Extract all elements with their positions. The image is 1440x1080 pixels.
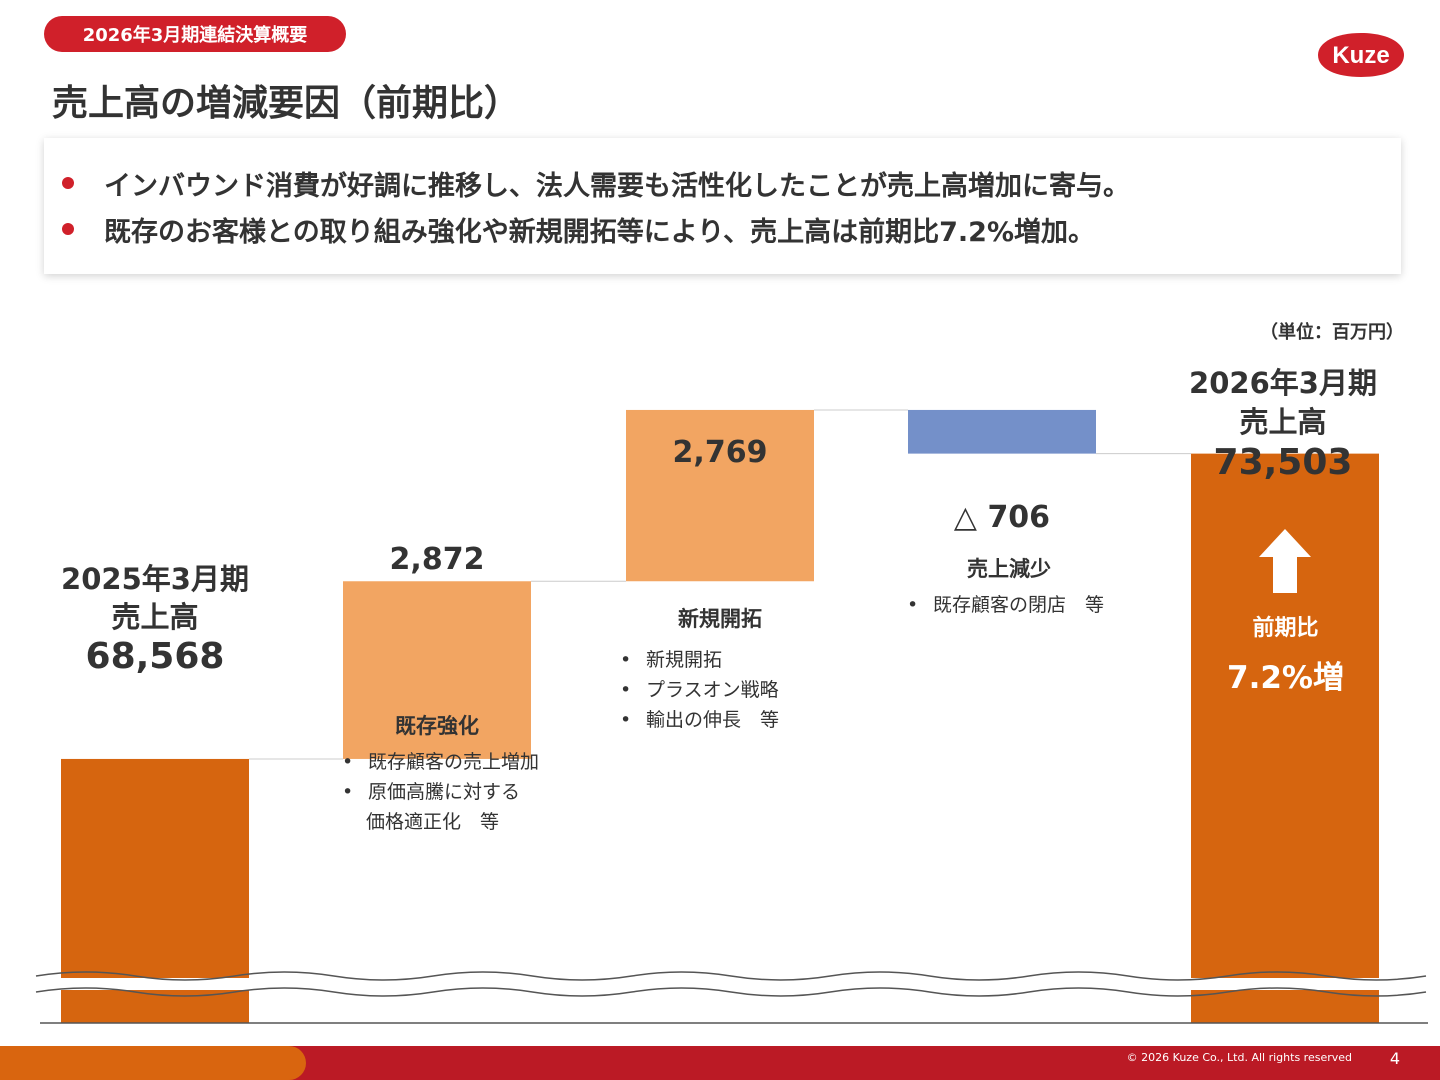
footer-accent bbox=[0, 1046, 306, 1080]
axis-break-line bbox=[35, 971, 1427, 981]
list-item: 原価高騰に対する bbox=[340, 777, 539, 807]
bullet-dot-icon bbox=[62, 177, 74, 189]
page-title: 売上高の増減要因（前期比） bbox=[52, 83, 521, 124]
new-factor-list: 新規開拓 プラスオン戦略 輸出の伸長 等 bbox=[618, 645, 779, 735]
unit-label: （単位：百万円） bbox=[1260, 322, 1404, 343]
growth-value: 7.2%増 bbox=[1227, 660, 1344, 696]
existing-factor-title: 既存強化 bbox=[395, 714, 479, 738]
start-sales-label: 売上高 bbox=[111, 600, 199, 634]
new-factor-title: 新規開拓 bbox=[678, 607, 762, 631]
svg-text:Kuze: Kuze bbox=[1332, 42, 1389, 69]
axis-break-line bbox=[35, 987, 1427, 997]
summary-text: インバウンド消費が好調に推移し、法人需要も活性化したことが売上高増加に寄与。 bbox=[104, 170, 1130, 202]
list-item: 価格適正化 等 bbox=[366, 811, 500, 833]
list-item: 既存顧客の閉店 等 bbox=[905, 590, 1104, 620]
summary-point: インバウンド消費が好調に推移し、法人需要も活性化したことが売上高増加に寄与。 bbox=[44, 160, 1401, 206]
up-arrow-icon bbox=[1259, 529, 1311, 593]
page-number: 4 bbox=[1389, 1049, 1400, 1068]
axis-break-gap bbox=[30, 978, 1430, 990]
bullet-dot-icon bbox=[62, 223, 74, 235]
end-sales-label: 売上高 bbox=[1239, 405, 1327, 439]
decrease-factor-title: 売上減少 bbox=[967, 557, 1051, 581]
end-total-value: 73,503 bbox=[1213, 442, 1353, 483]
decrease-bar bbox=[908, 409, 1096, 454]
start-total-value: 68,568 bbox=[85, 636, 225, 677]
section-tag: 2026年3月期連結決算概要 bbox=[44, 16, 346, 52]
existing-factor-list: 既存顧客の売上増加 原価高騰に対する 価格適正化 等 bbox=[340, 747, 539, 837]
list-item: 輸出の伸長 等 bbox=[618, 705, 779, 735]
list-item: 新規開拓 bbox=[618, 645, 779, 675]
summary-text: 既存のお客様との取り組み強化や新規開拓等により、売上高は前期比7.2%増加。 bbox=[104, 216, 1095, 248]
summary-box: インバウンド消費が好調に推移し、法人需要も活性化したことが売上高増加に寄与。 既… bbox=[44, 138, 1401, 274]
increase-bar bbox=[343, 581, 531, 759]
growth-label: 前期比 bbox=[1252, 616, 1319, 641]
new-delta-value: 2,769 bbox=[672, 435, 768, 470]
copyright-text: © 2026 Kuze Co., Ltd. All rights reserve… bbox=[1126, 1051, 1352, 1064]
list-item: プラスオン戦略 bbox=[618, 675, 779, 705]
existing-delta-value: 2,872 bbox=[389, 542, 485, 577]
start-period-label: 2025年3月期 bbox=[61, 562, 249, 596]
decrease-factor-list: 既存顧客の閉店 等 bbox=[905, 590, 1104, 620]
kuze-logo: Kuze bbox=[1318, 33, 1404, 77]
increase-bar bbox=[626, 409, 814, 582]
summary-point: 既存のお客様との取り組み強化や新規開拓等により、売上高は前期比7.2%増加。 bbox=[44, 206, 1401, 252]
list-item: 既存顧客の売上増加 bbox=[340, 747, 539, 777]
end-period-label: 2026年3月期 bbox=[1189, 366, 1377, 400]
waterfall-chart bbox=[30, 409, 1430, 1024]
decrease-delta-value: △ 706 bbox=[953, 500, 1051, 535]
